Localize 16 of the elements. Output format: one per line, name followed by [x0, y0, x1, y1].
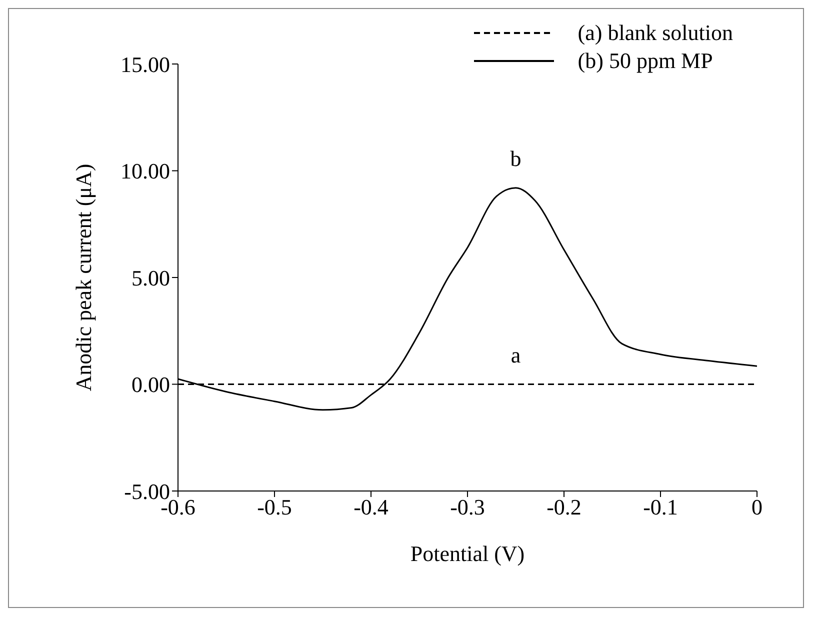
y-tick-label: 15.00: [120, 52, 170, 77]
x-axis-title: Potential (V): [410, 541, 525, 566]
x-tick-label: -0.4: [354, 494, 388, 520]
annotation: b: [510, 146, 522, 171]
x-tick-label: -0.3: [450, 494, 485, 520]
y-axis-title: Anodic peak current (μA): [70, 164, 96, 392]
y-tick-label: 10.00: [120, 158, 170, 184]
x-tick-label: 0: [752, 494, 762, 520]
y-tick-label: 5.00: [132, 265, 170, 290]
x-tick-label: -0.5: [257, 494, 292, 520]
annotation: a: [510, 342, 521, 368]
legend-label: (b) 50 ppm MP: [578, 48, 713, 74]
x-tick-label: -0.1: [643, 494, 678, 520]
legend-label: (a) blank solution: [578, 20, 733, 46]
y-tick-label: 0.00: [132, 372, 170, 398]
x-tick-label: -0.2: [546, 494, 582, 520]
